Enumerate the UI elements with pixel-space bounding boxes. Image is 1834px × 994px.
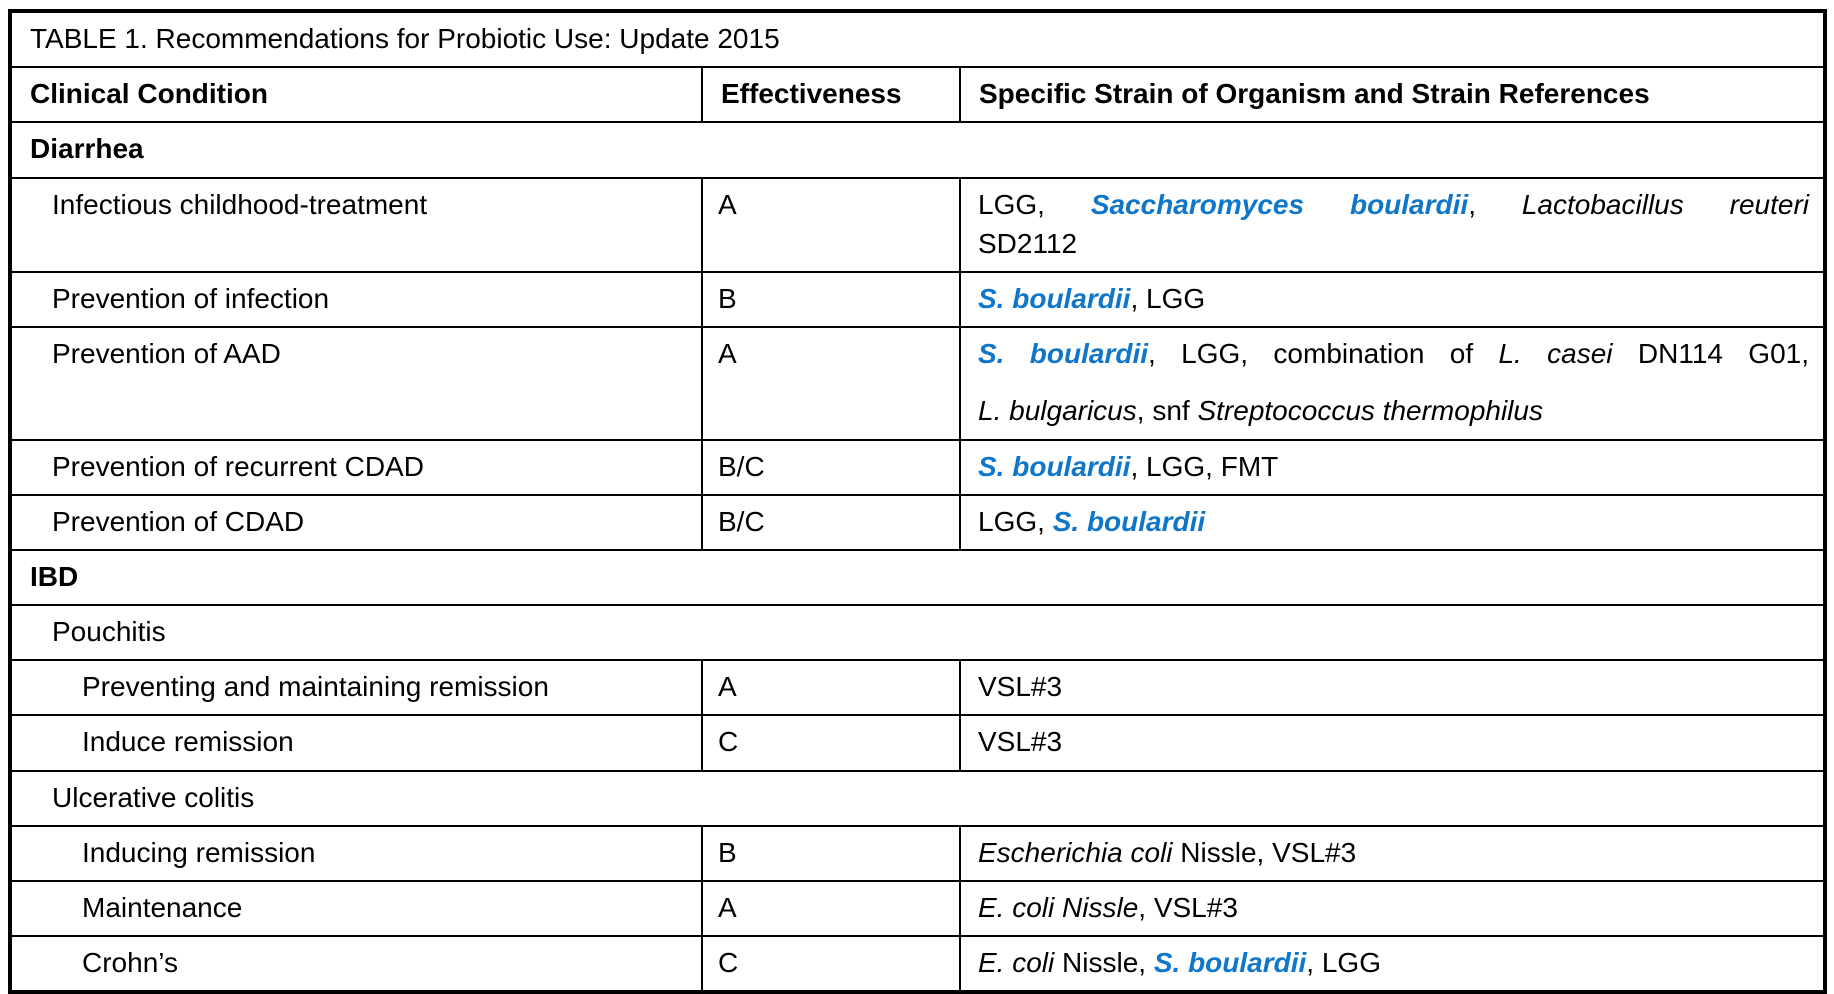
organism-name-italic: Lactobacillus reuteri	[1521, 188, 1809, 220]
strain-references-cell: S. boulardii, LGG, FMT	[958, 438, 1827, 496]
clinical-condition-cell: Induce remission	[9, 714, 703, 772]
strain-paragraph: S. boulardii, LGG, FMT	[978, 447, 1809, 486]
section-label: IBD	[8, 548, 1827, 607]
organism-name-highlighted: S. boulardii	[1153, 947, 1307, 979]
strain-references-cell: S. boulardii, LGG	[958, 270, 1827, 329]
col-header-effectiveness: Effectiveness	[701, 66, 961, 124]
strain-text: , LGG	[1130, 282, 1206, 314]
strain-text: SD2112	[978, 227, 1078, 259]
table-title-row: TABLE 1. Recommendations for Probiotic U…	[8, 9, 1827, 69]
strain-text: ,	[1468, 188, 1522, 220]
strain-text: , VSL#3	[1138, 892, 1238, 923]
clinical-condition-cell: Prevention of recurrent CDAD	[9, 438, 703, 496]
strain-text: , LGG	[1306, 947, 1381, 979]
table-header-row: Clinical Condition Effectiveness Specifi…	[9, 66, 1827, 124]
strain-paragraph: VSL#3	[978, 722, 1809, 761]
strain-references-cell: S. boulardii, LGG, combination of L. cas…	[958, 326, 1827, 441]
organism-name-highlighted: S. boulardii	[978, 282, 1131, 314]
organism-name-italic: E. coli Nissle	[978, 892, 1139, 923]
table-row-subsection: Ulcerative colitis	[8, 769, 1827, 827]
effectiveness-cell: B/C	[701, 438, 961, 496]
table-row-item: Prevention of recurrent CDAD B/C S. boular…	[9, 438, 1827, 496]
effectiveness-cell: A	[701, 176, 961, 273]
clinical-condition-cell: Inducing remission	[9, 824, 703, 883]
strain-references-cell: VSL#3	[958, 659, 1827, 717]
effectiveness-cell: A	[701, 659, 961, 717]
clinical-condition-cell: Prevention of AAD	[9, 326, 703, 441]
table-row-item: Inducing remission B Escherichia coli Niss…	[9, 824, 1827, 883]
strain-text: LGG,	[978, 188, 1091, 220]
strain-text: DN114 G01,	[1612, 338, 1810, 370]
organism-name-highlighted: S. boulardii	[978, 338, 1149, 370]
table-row-item: Preventing and maintaining remission A VSL…	[9, 659, 1827, 717]
organism-name-italic: L. casei	[1498, 338, 1613, 370]
table-body: Diarrhea Infectious childhood-treatment A L…	[8, 121, 1827, 994]
table-row-item: Crohn’s C E. coli Nissle, S. boulardii, LG…	[9, 935, 1827, 994]
organism-name-italic: E. coli	[978, 947, 1055, 979]
table-row-item: Infectious childhood-treatment A LGG, Sacc…	[9, 176, 1827, 273]
strain-references-cell: E. coli Nissle, S. boulardii, LGG	[958, 935, 1827, 994]
clinical-condition-cell: Preventing and maintaining remission	[9, 659, 703, 717]
strain-text: VSL#3	[978, 671, 1063, 703]
probiotic-recommendations-table: TABLE 1. Recommendations for Probiotic U…	[8, 9, 1828, 994]
effectiveness-cell: B	[701, 270, 961, 329]
effectiveness-cell: C	[701, 714, 961, 772]
table-title: TABLE 1. Recommendations for Probiotic U…	[8, 9, 1827, 69]
strain-references-cell: LGG, S. boulardii	[958, 493, 1827, 551]
table-row-section: Diarrhea	[8, 121, 1827, 179]
strain-paragraph: LGG, Saccharomyces boulardii, Lactobacil…	[978, 185, 1809, 224]
strain-references-cell: LGG, Saccharomyces boulardii, Lactobacil…	[958, 176, 1827, 273]
strain-references-cell: Escherichia coli Nissle, VSL#3	[958, 824, 1827, 883]
strain-text: , LGG, combination of	[1148, 338, 1499, 370]
strain-text: , LGG, FMT	[1130, 450, 1279, 482]
effectiveness-cell: C	[701, 935, 961, 994]
clinical-condition-cell: Infectious childhood-treatment	[9, 176, 703, 273]
effectiveness-cell: A	[701, 326, 961, 441]
strain-paragraph: Escherichia coli Nissle, VSL#3	[978, 833, 1809, 872]
table-row-item: Prevention of AAD A S. boulardii, LGG, com…	[9, 326, 1827, 441]
clinical-condition-cell: Prevention of infection	[9, 270, 703, 329]
table-row-item: Maintenance A E. coli Nissle, VSL#3	[9, 879, 1827, 938]
strain-paragraph: S. boulardii, LGG, combination of L. cas…	[978, 334, 1809, 373]
strain-text: Nissle,	[1054, 947, 1154, 979]
strain-text: VSL#3	[978, 726, 1063, 758]
strain-paragraph: S. boulardii, LGG	[978, 279, 1809, 318]
strain-text: , snf	[1136, 395, 1198, 427]
strain-paragraph: LGG, S. boulardii	[978, 502, 1809, 541]
strain-references-cell: E. coli Nissle, VSL#3	[958, 879, 1827, 938]
organism-name-highlighted: Saccharomyces boulardii	[1090, 188, 1469, 220]
organism-name-highlighted: S. boulardii	[1052, 505, 1206, 537]
col-header-clinical-condition: Clinical Condition	[9, 66, 703, 124]
organism-name-italic: Escherichia coli	[978, 836, 1173, 868]
clinical-condition-cell: Maintenance	[9, 879, 703, 938]
strain-paragraph: VSL#3	[978, 667, 1809, 706]
table-row-item: Prevention of infection B S. boulardii, LG…	[9, 270, 1827, 329]
subsection-label: Ulcerative colitis	[8, 769, 1827, 827]
organism-name-italic: L. bulgaricus	[978, 395, 1137, 427]
table: TABLE 1. Recommendations for Probiotic U…	[8, 9, 1828, 994]
table-row-item: Prevention of CDAD B/C LGG, S. boulardii	[9, 493, 1827, 551]
strain-text: Nissle, VSL#3	[1172, 836, 1357, 868]
clinical-condition-cell: Prevention of CDAD	[9, 493, 703, 551]
effectiveness-cell: A	[701, 879, 961, 938]
strain-paragraph: SD2112	[978, 224, 1809, 263]
col-header-strain-references: Specific Strain of Organism and Strain R…	[958, 66, 1827, 124]
table-row-section: IBD	[8, 548, 1827, 607]
organism-name-highlighted: S. boulardii	[978, 450, 1131, 482]
subsection-label: Pouchitis	[8, 604, 1827, 662]
strain-paragraph: L. bulgaricus, snf Streptococcus thermop…	[978, 391, 1809, 430]
strain-paragraph: E. coli Nissle, S. boulardii, LGG	[978, 943, 1809, 982]
strain-paragraph: E. coli Nissle, VSL#3	[978, 888, 1809, 927]
effectiveness-cell: B/C	[701, 493, 961, 551]
section-label: Diarrhea	[8, 121, 1827, 179]
clinical-condition-cell: Crohn’s	[9, 935, 703, 994]
strain-text: LGG,	[978, 505, 1053, 537]
table-row-item: Induce remission C VSL#3	[9, 714, 1827, 772]
table-row-subsection: Pouchitis	[8, 604, 1827, 662]
organism-name-italic: Streptococcus thermophilus	[1197, 395, 1543, 427]
effectiveness-cell: B	[701, 824, 961, 883]
strain-references-cell: VSL#3	[958, 714, 1827, 772]
